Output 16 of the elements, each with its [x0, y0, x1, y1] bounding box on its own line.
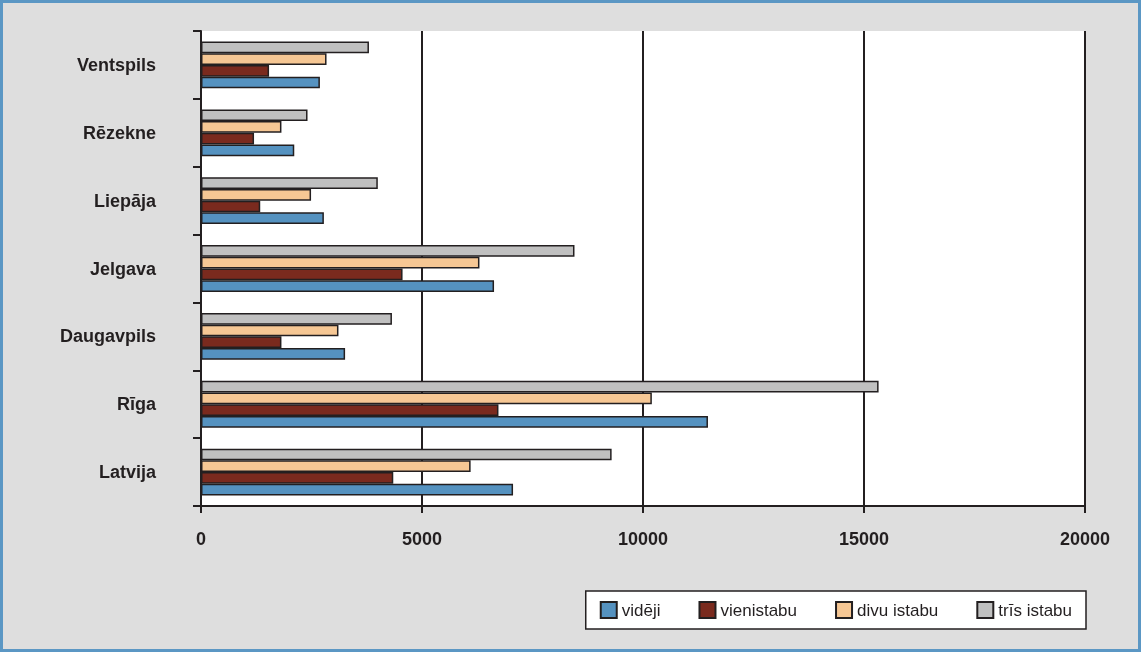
y-tick-label: Daugavpils	[59, 326, 156, 347]
y-tick-label: Ventspils	[76, 54, 156, 75]
legend-label: vienistabu	[720, 600, 798, 620]
y-tick-label: Jelgava	[89, 258, 157, 279]
y-tick-label: Rīga	[116, 394, 157, 415]
y-tick-label: Liepāja	[93, 190, 157, 211]
x-tick-label: 15000	[838, 529, 890, 549]
legend-label: trīs istabu	[998, 600, 1073, 620]
legend-label: divu istabu	[857, 600, 939, 620]
x-tick-label: 0	[195, 529, 207, 549]
x-tick-label: 20000	[1059, 529, 1111, 549]
x-tick-label: 10000	[617, 529, 669, 549]
y-tick-label: Latvija	[98, 462, 157, 483]
legend-label: vidēji	[621, 600, 661, 620]
y-tick-label: Rēzekne	[82, 122, 156, 143]
x-tick-label: 5000	[401, 529, 443, 549]
